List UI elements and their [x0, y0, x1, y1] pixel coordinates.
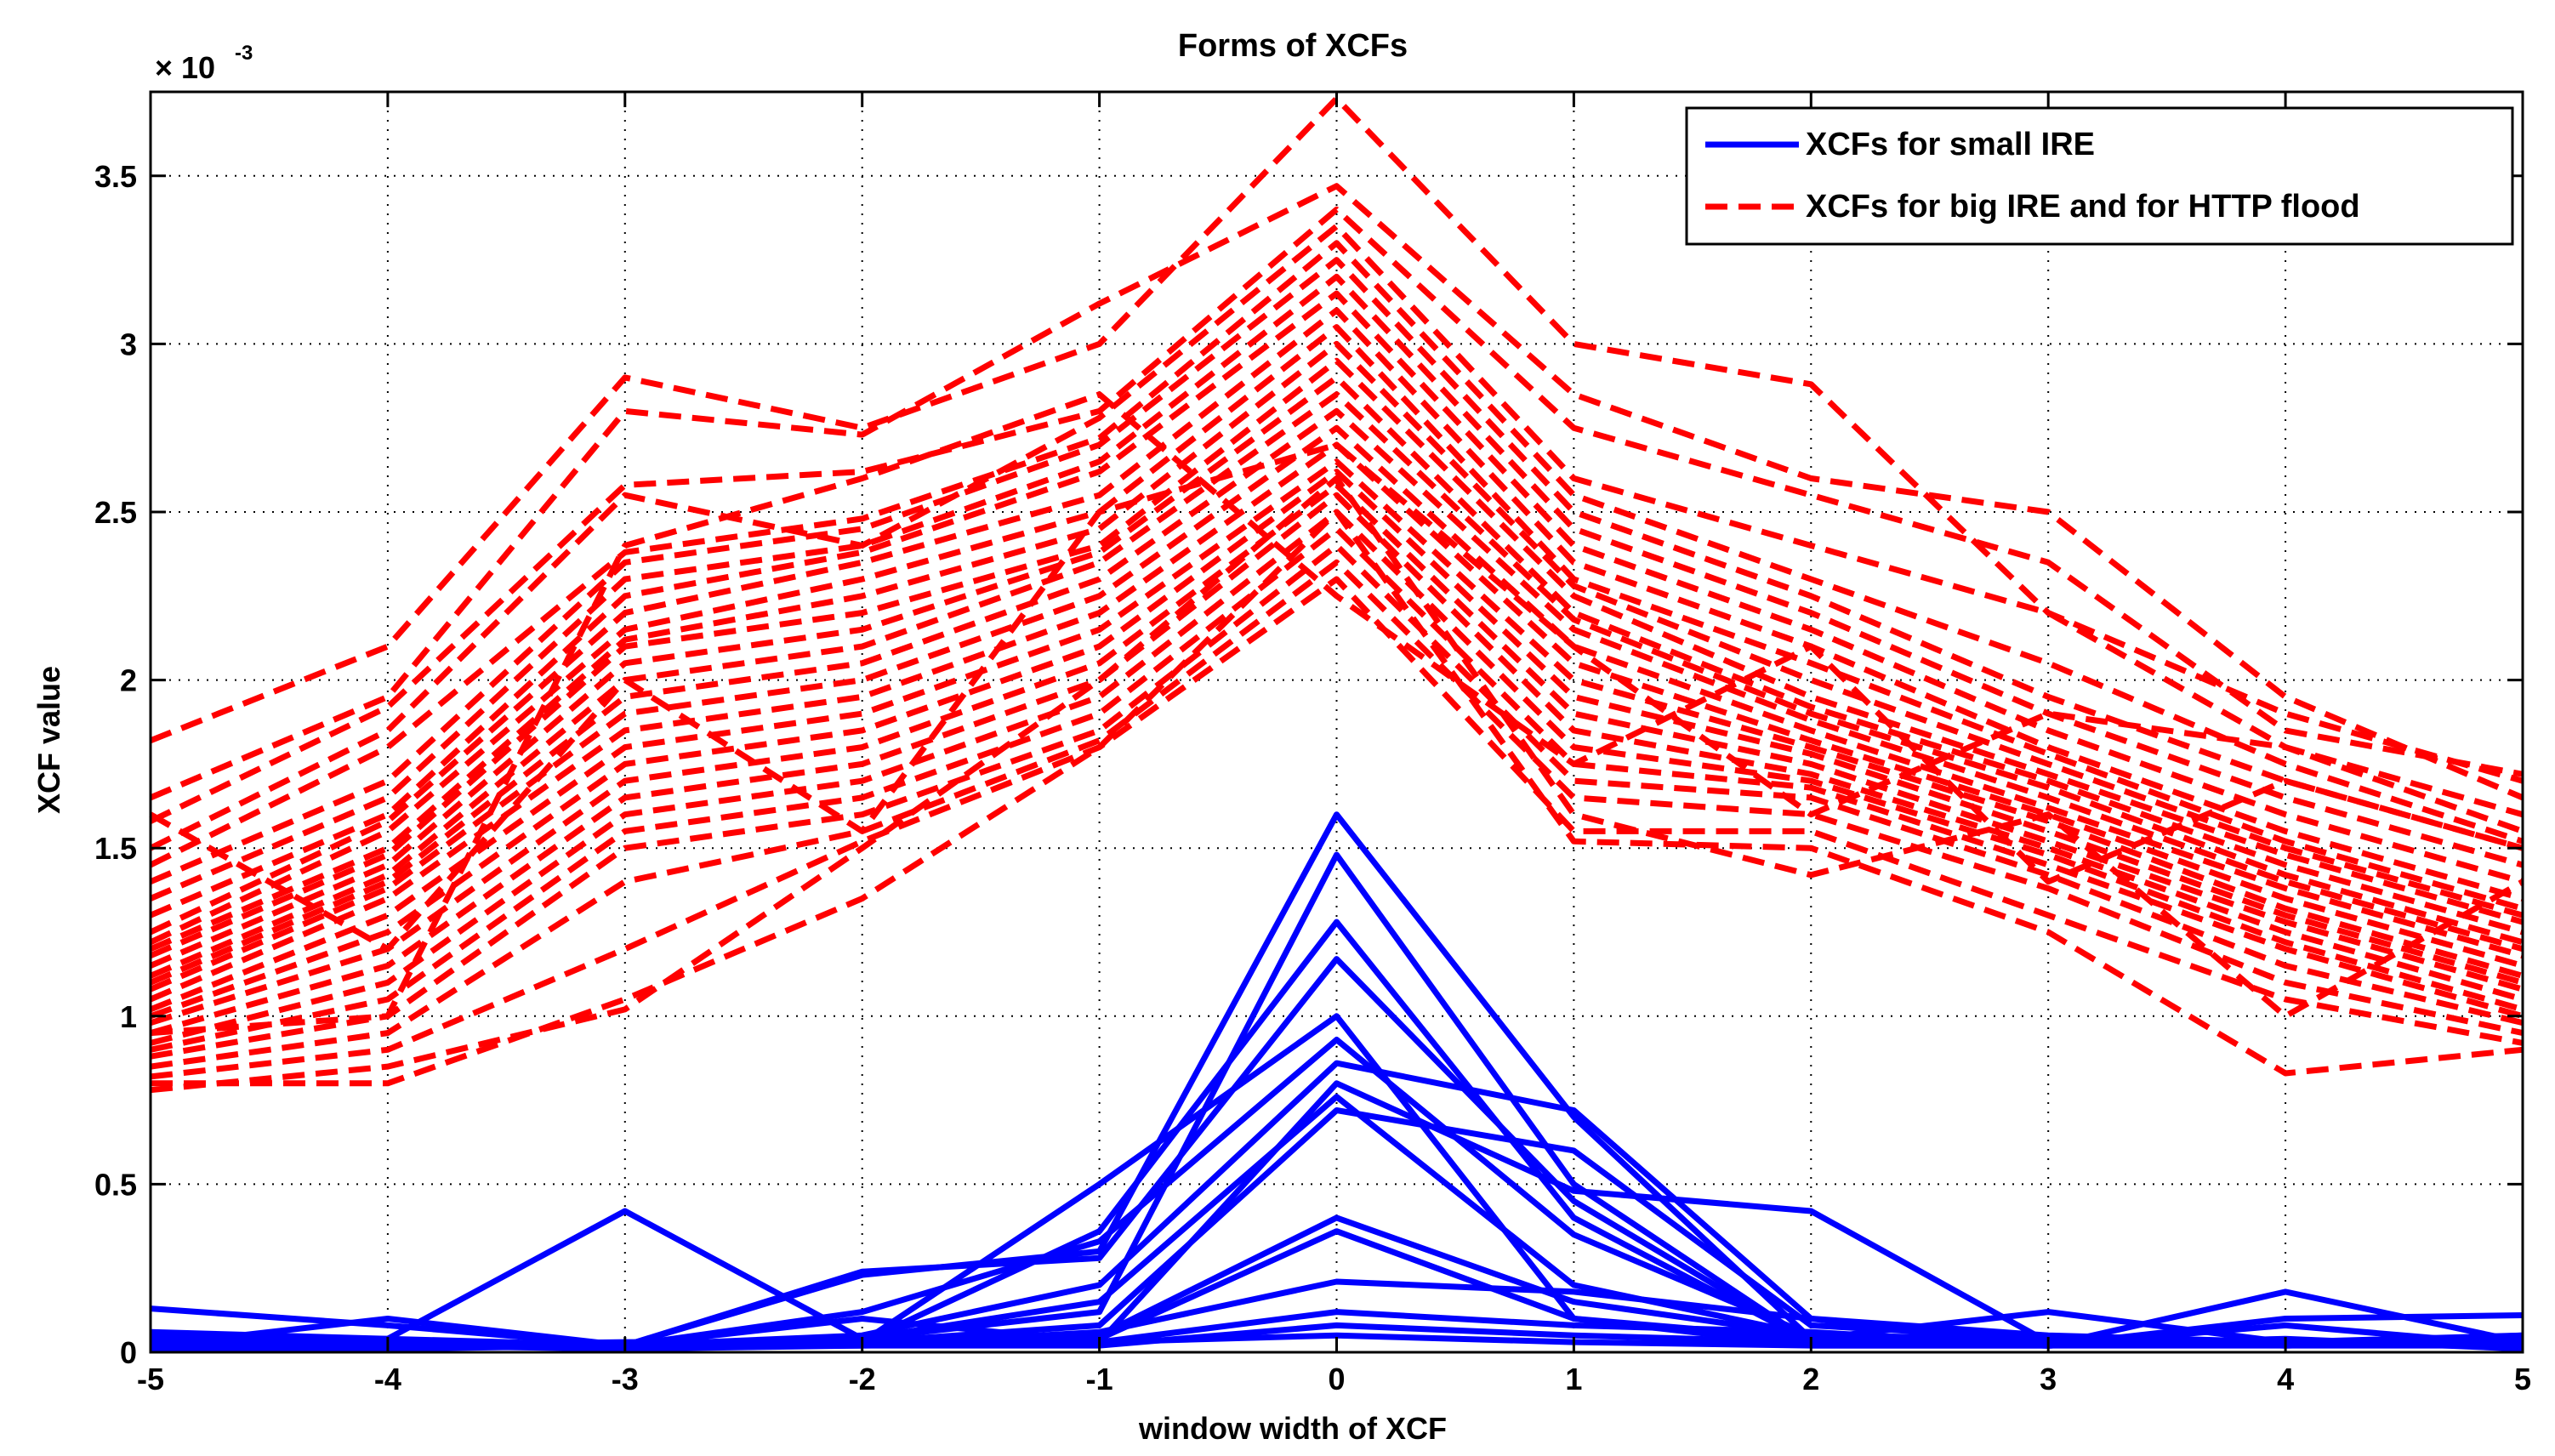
chart-title: Forms of XCFs	[1178, 28, 1408, 64]
x-tick-label: 0	[1328, 1362, 1345, 1396]
x-tick-label: 5	[2514, 1362, 2531, 1396]
big-ire-http-flood-line-26	[150, 576, 2524, 1080]
x-tick-label: -5	[137, 1362, 164, 1396]
big-ire-http-flood-line-2	[149, 183, 2524, 801]
y-tick-label: 0	[120, 1335, 137, 1370]
x-tick-label: -4	[374, 1362, 401, 1396]
big-ire-http-flood-line-14	[149, 391, 2524, 979]
x-tick-label: 3	[2040, 1362, 2057, 1396]
big-ire-http-flood-line-29	[149, 441, 2524, 953]
legend: XCFs for small IRE XCFs for big IRE and …	[1685, 106, 2514, 246]
x-axis-label: window width of XCF	[1138, 1411, 1447, 1446]
y-tick-label: 2	[120, 663, 137, 698]
y-tick-label: 1.5	[94, 831, 137, 866]
y-axis-multiplier: × 10 -3	[155, 42, 253, 85]
big-ire-http-flood-line-5	[149, 240, 2524, 868]
small-ire-line-16	[150, 1332, 2524, 1352]
big-ire-http-flood-line-15	[149, 407, 2524, 986]
axis-ticks: -5 -4 -3 -2 -1 0 1 2 3 4 5 0 0.5 1 1.5 2 2.5 3 3.5	[94, 92, 2531, 1396]
y-tick-label: 3	[120, 327, 137, 361]
x-tick-label: -3	[612, 1362, 639, 1396]
x-tick-label: -2	[849, 1362, 876, 1396]
legend-box	[1685, 106, 2514, 246]
big-ire-http-flood-line-3	[149, 206, 2524, 824]
x-tick-label: 1	[1565, 1362, 1582, 1396]
big-ire-http-flood-line-23	[150, 526, 2524, 1053]
legend-label-big-ire-http-flood: XCFs for big IRE and for HTTP flood	[1806, 189, 2360, 225]
y-multiplier-exponent: -3	[235, 42, 253, 65]
y-tick-label: 1	[120, 999, 137, 1034]
big-ire-http-flood-line-19	[149, 469, 2524, 1020]
big-ire-http-flood-line-20	[149, 481, 2524, 1027]
legend-label-small-ire: XCFs for small IRE	[1806, 127, 2095, 162]
x-tick-label: 4	[2277, 1362, 2294, 1396]
big-ire-http-flood-series-group	[149, 95, 2524, 1094]
big-ire-http-flood-line-18	[149, 458, 2524, 1013]
small-ire-series-group	[150, 811, 2524, 1352]
y-tick-label: 3.5	[94, 159, 137, 194]
big-ire-http-flood-line-12	[149, 357, 2524, 958]
big-ire-http-flood-line-24	[150, 543, 2524, 1060]
big-ire-http-flood-line-25	[150, 559, 2524, 1070]
x-tick-label: -1	[1086, 1362, 1113, 1396]
big-ire-http-flood-line-16	[149, 424, 2524, 992]
big-ire-http-flood-line-11	[149, 340, 2524, 953]
big-ire-http-flood-line-21	[150, 492, 2524, 1036]
big-ire-http-flood-line-30	[150, 391, 2524, 1037]
big-ire-http-flood-line-8	[149, 290, 2524, 919]
big-ire-http-flood-line-7	[149, 273, 2524, 901]
big-ire-http-flood-line-6	[149, 257, 2524, 884]
y-tick-label: 2.5	[94, 495, 137, 530]
big-ire-http-flood-line-9	[149, 307, 2524, 936]
y-tick-label: 0.5	[94, 1167, 137, 1202]
series-layer	[149, 95, 2524, 1352]
x-tick-label: 2	[1802, 1362, 1819, 1396]
big-ire-http-flood-line-13	[149, 374, 2524, 969]
big-ire-http-flood-line-28	[150, 475, 2524, 1094]
big-ire-http-flood-line-17	[149, 441, 2524, 1003]
y-axis-label: XCF value	[31, 666, 66, 814]
y-multiplier-base: × 10	[155, 50, 215, 85]
big-ire-http-flood-line-10	[149, 324, 2524, 946]
